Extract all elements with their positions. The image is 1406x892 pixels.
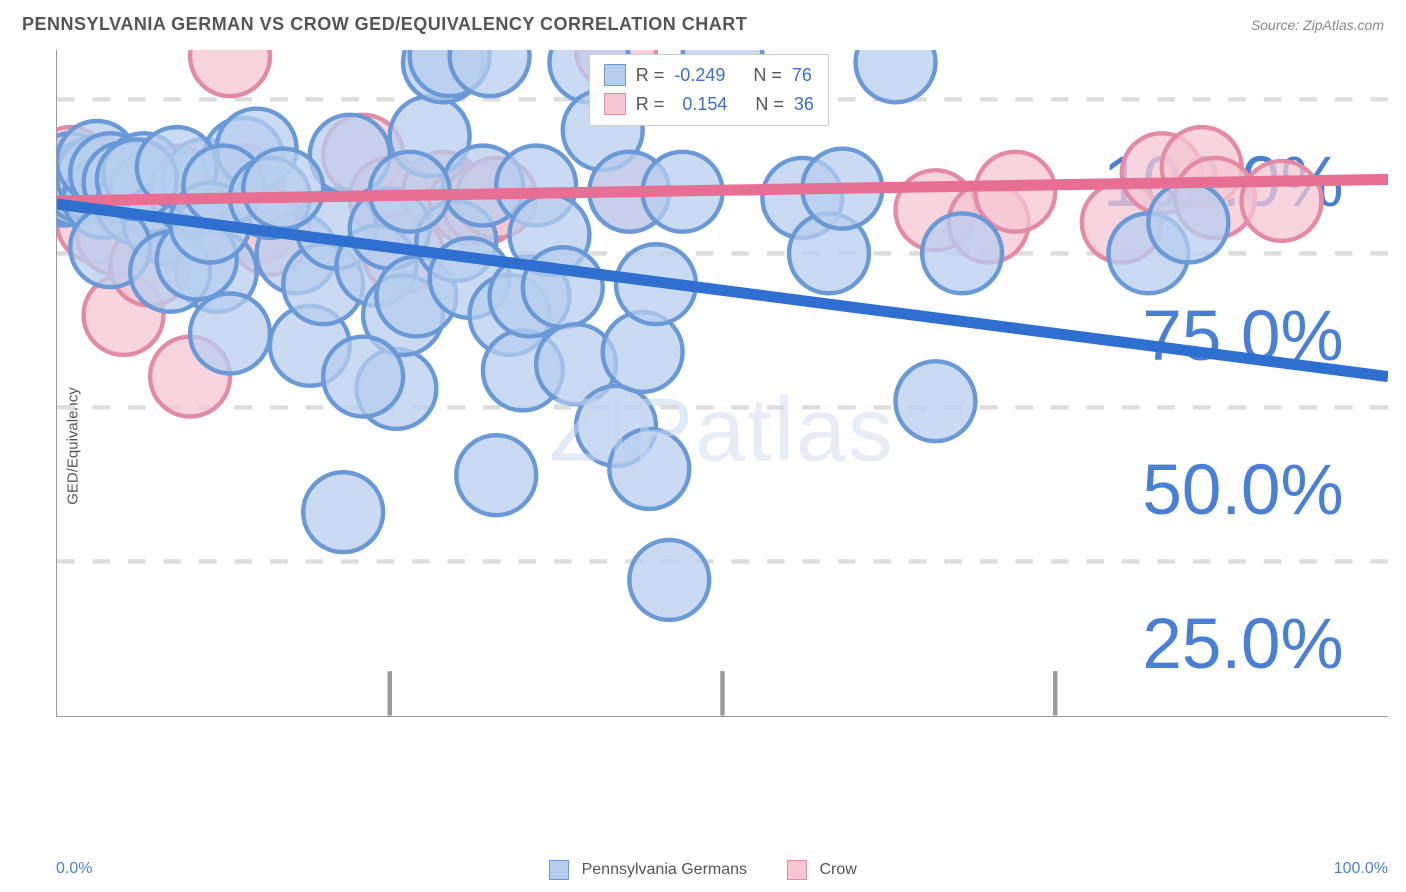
chart-area: 25.0%50.0%75.0%100.0% ZIPatlas R = -0.24…: [56, 50, 1388, 844]
stats-swatch-pink: [604, 93, 626, 115]
legend-swatch-pink: [787, 860, 807, 880]
legend-label-pink: Crow: [819, 861, 856, 878]
svg-text:50.0%: 50.0%: [1142, 451, 1343, 530]
r-value-pink: 0.154: [682, 90, 727, 119]
legend-item-pink: Crow: [787, 860, 857, 880]
n-label: N =: [755, 90, 784, 119]
scatter-plot-svg: 25.0%50.0%75.0%100.0%: [56, 50, 1388, 717]
n-label: N =: [753, 61, 782, 90]
legend-item-blue: Pennsylvania Germans: [549, 860, 747, 880]
r-label: R =: [636, 90, 665, 119]
n-value-blue: 76: [792, 61, 812, 90]
stats-row-pink: R = 0.154 N = 36: [604, 90, 814, 119]
n-value-pink: 36: [794, 90, 814, 119]
legend-swatch-blue: [549, 860, 569, 880]
chart-title: PENNSYLVANIA GERMAN VS CROW GED/EQUIVALE…: [22, 14, 747, 35]
r-value-blue: -0.249: [674, 61, 725, 90]
svg-text:25.0%: 25.0%: [1142, 605, 1343, 684]
r-label: R =: [636, 61, 665, 90]
legend: Pennsylvania Germans Crow: [0, 860, 1406, 880]
stats-swatch-blue: [604, 64, 626, 86]
correlation-stats-box: R = -0.249 N = 76 R = 0.154 N = 36: [589, 54, 829, 126]
stats-row-blue: R = -0.249 N = 76: [604, 61, 814, 90]
legend-label-blue: Pennsylvania Germans: [582, 861, 747, 878]
source-attribution: Source: ZipAtlas.com: [1251, 17, 1384, 33]
